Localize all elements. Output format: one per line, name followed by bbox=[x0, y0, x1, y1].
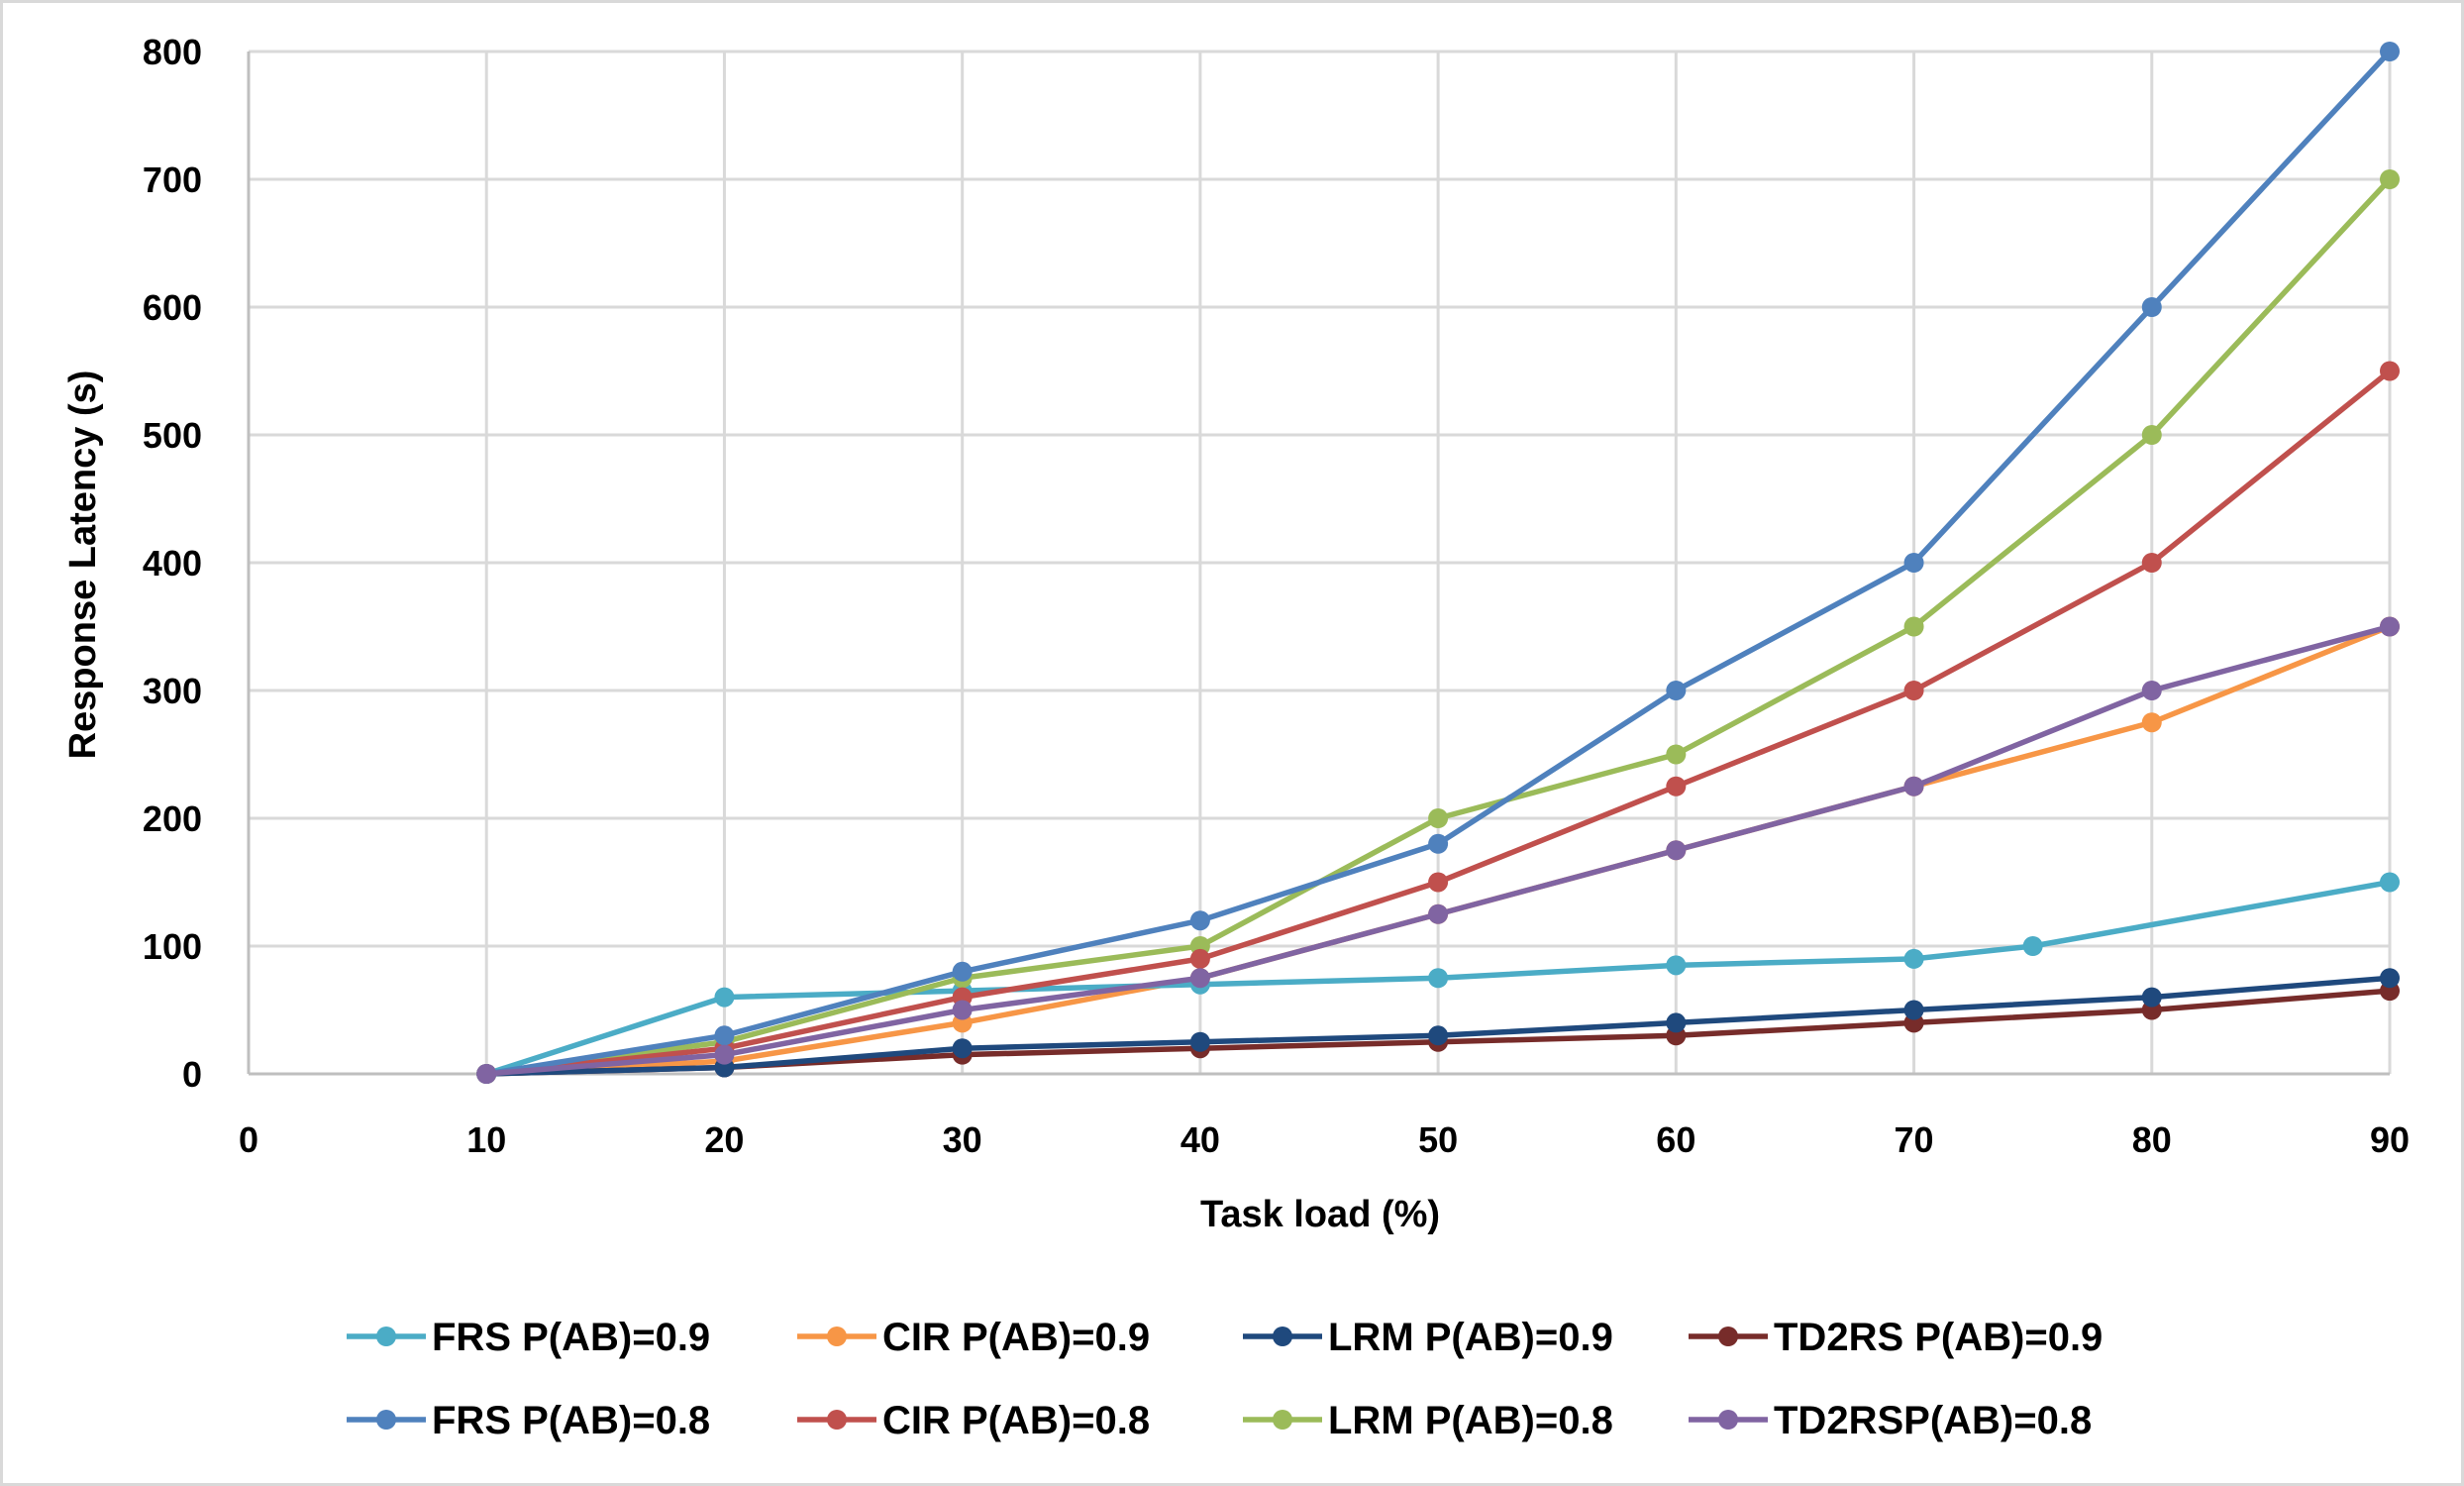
legend-swatch-marker bbox=[827, 1327, 847, 1346]
x-tick-labels: 0 10 20 30 40 50 60 70 80 90 bbox=[239, 1119, 2410, 1160]
y-tick-label: 100 bbox=[143, 926, 202, 967]
series-lrm-p-ab-0-9 bbox=[476, 968, 2400, 1084]
x-tick-label: 20 bbox=[704, 1119, 744, 1160]
legend-label: CIR P(AB)=0.8 bbox=[882, 1399, 1150, 1442]
data-point bbox=[2141, 712, 2162, 733]
data-point bbox=[952, 1038, 973, 1059]
legend-item: CIR P(AB)=0.9 bbox=[797, 1316, 1150, 1359]
data-point bbox=[952, 961, 973, 982]
legend-label: CIR P(AB)=0.9 bbox=[882, 1316, 1150, 1359]
data-point bbox=[2380, 361, 2400, 381]
x-tick-label: 70 bbox=[1895, 1119, 1934, 1160]
data-point bbox=[1666, 1012, 1687, 1033]
data-point bbox=[1428, 903, 1449, 924]
series-td2rsp-ab-0-8 bbox=[476, 616, 2400, 1084]
legend: FRS P(AB)=0.9 CIR P(AB)=0.9 LRM P(AB)=0.9 T… bbox=[347, 1316, 2103, 1442]
y-tick-label: 500 bbox=[143, 415, 202, 456]
legend-item: LRM P(AB)=0.9 bbox=[1243, 1316, 1613, 1359]
axes bbox=[247, 52, 2390, 1076]
data-point bbox=[1666, 840, 1687, 861]
legend-label: TD2RSP(AB)=0.8 bbox=[1774, 1399, 2092, 1442]
data-point bbox=[1666, 744, 1687, 765]
y-tick-label: 600 bbox=[143, 287, 202, 328]
legend-swatch-marker bbox=[1718, 1410, 1738, 1430]
data-point bbox=[1903, 948, 1924, 969]
y-tick-label: 200 bbox=[143, 798, 202, 839]
x-tick-label: 80 bbox=[2132, 1119, 2172, 1160]
x-tick-label: 10 bbox=[466, 1119, 506, 1160]
x-tick-label: 30 bbox=[943, 1119, 982, 1160]
data-point bbox=[2380, 169, 2400, 189]
legend-item: TD2RSP(AB)=0.8 bbox=[1689, 1399, 2092, 1442]
data-point bbox=[1666, 776, 1687, 796]
x-tick-label: 90 bbox=[2370, 1119, 2410, 1160]
data-point bbox=[2141, 297, 2162, 317]
x-tick-label: 60 bbox=[1656, 1119, 1695, 1160]
data-point bbox=[1903, 681, 1924, 700]
legend-swatch-marker bbox=[827, 1410, 847, 1430]
y-tick-label: 0 bbox=[182, 1054, 202, 1095]
data-point bbox=[1428, 833, 1449, 854]
legend-swatch-marker bbox=[376, 1327, 396, 1346]
data-point bbox=[2141, 425, 2162, 445]
data-point bbox=[714, 987, 735, 1008]
data-point bbox=[2141, 987, 2162, 1008]
y-tick-label: 300 bbox=[143, 671, 202, 711]
series-frs-p-ab-0-8 bbox=[476, 42, 2400, 1084]
data-point bbox=[1189, 910, 1210, 931]
legend-swatch-marker bbox=[1718, 1327, 1738, 1346]
data-point bbox=[1666, 955, 1687, 976]
data-point bbox=[1189, 968, 1210, 989]
legend-item: FRS P(AB)=0.8 bbox=[347, 1399, 710, 1442]
data-point bbox=[2380, 968, 2400, 989]
data-point bbox=[476, 1064, 497, 1084]
data-point bbox=[1428, 1025, 1449, 1046]
legend-item: FRS P(AB)=0.9 bbox=[347, 1316, 710, 1359]
data-point bbox=[2141, 681, 2162, 700]
y-axis-title: Response Latency (s) bbox=[62, 371, 104, 760]
data-point bbox=[1428, 968, 1449, 989]
legend-item: CIR P(AB)=0.8 bbox=[797, 1399, 1150, 1442]
legend-swatch-marker bbox=[1273, 1327, 1292, 1346]
legend-swatch-marker bbox=[376, 1410, 396, 1430]
data-point bbox=[1428, 872, 1449, 893]
y-tick-label: 400 bbox=[143, 543, 202, 584]
data-point bbox=[1903, 1000, 1924, 1020]
x-tick-label: 0 bbox=[239, 1119, 258, 1160]
legend-item: TD2RS P(AB)=0.9 bbox=[1689, 1316, 2103, 1359]
data-point bbox=[1666, 681, 1687, 700]
data-point bbox=[714, 1025, 735, 1046]
x-axis-title: Task load (%) bbox=[1200, 1194, 1440, 1235]
legend-label: LRM P(AB)=0.9 bbox=[1328, 1316, 1613, 1359]
data-point bbox=[1189, 1031, 1210, 1052]
data-point bbox=[2022, 936, 2043, 956]
x-tick-label: 50 bbox=[1418, 1119, 1458, 1160]
data-point bbox=[714, 1044, 735, 1065]
legend-swatch-marker bbox=[1273, 1410, 1292, 1430]
data-point bbox=[1903, 616, 1924, 637]
legend-label: FRS P(AB)=0.9 bbox=[432, 1316, 710, 1359]
series-group bbox=[476, 42, 2400, 1084]
legend-label: LRM P(AB)=0.8 bbox=[1328, 1399, 1613, 1442]
data-point bbox=[1903, 553, 1924, 573]
data-point bbox=[1428, 808, 1449, 828]
y-tick-labels: 0 100 200 300 400 500 600 700 800 bbox=[143, 32, 202, 1095]
data-point bbox=[2141, 553, 2162, 573]
legend-label: FRS P(AB)=0.8 bbox=[432, 1399, 710, 1442]
data-point bbox=[952, 1000, 973, 1020]
legend-item: LRM P(AB)=0.8 bbox=[1243, 1399, 1613, 1442]
data-point bbox=[2380, 42, 2400, 61]
data-point bbox=[1189, 948, 1210, 969]
y-tick-label: 800 bbox=[143, 32, 202, 72]
data-point bbox=[1903, 776, 1924, 796]
y-tick-label: 700 bbox=[143, 159, 202, 200]
data-point bbox=[2380, 872, 2400, 893]
legend-label: TD2RS P(AB)=0.9 bbox=[1774, 1316, 2103, 1359]
data-point bbox=[2380, 616, 2400, 637]
x-tick-label: 40 bbox=[1181, 1119, 1220, 1160]
